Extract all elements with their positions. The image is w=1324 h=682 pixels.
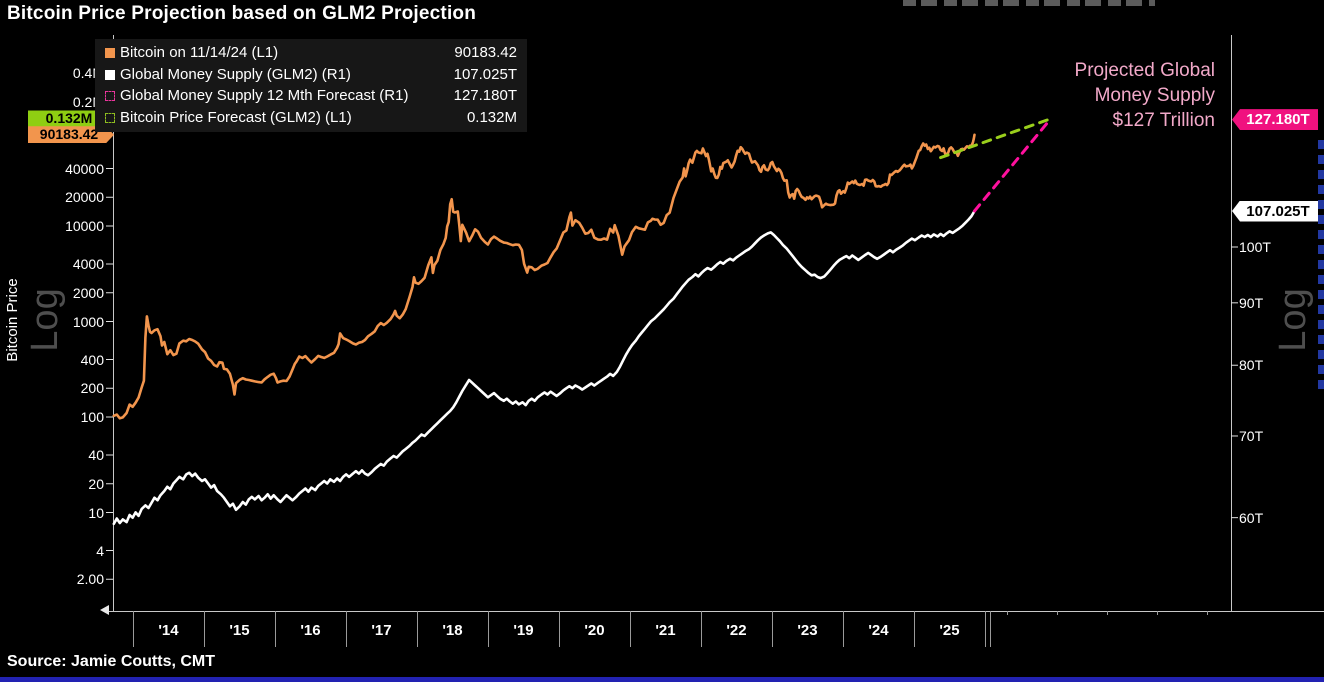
source-line: Source: Jamie Coutts, CMT <box>7 653 216 670</box>
x-axis-label: '19 <box>513 622 534 639</box>
axis-value-tag: 127.180T <box>1232 109 1318 131</box>
y-axis-label-left: 400 <box>80 351 104 368</box>
y-axis-label-right: 90T <box>1239 294 1264 311</box>
y-axis-label-left: 10 <box>88 504 104 521</box>
y-axis-label-left: 40 <box>88 447 104 463</box>
y-axis-label-left: 4 <box>96 542 104 559</box>
x-axis-label: '15 <box>229 622 250 639</box>
series-global-money-supply-12-mth-forecast-line <box>973 118 1052 213</box>
axis-value-tag: 90183.42 <box>28 126 114 143</box>
legend-item-value: 127.180T <box>453 87 517 105</box>
legend-swatch-icon <box>105 69 115 80</box>
x-axis-label: '23 <box>797 622 818 639</box>
clipped-right-text <box>1318 140 1324 390</box>
projection-annotation: Projected Global Money Supply $127 Trill… <box>1074 60 1215 131</box>
clipped-header-text <box>903 0 1155 6</box>
y-axis-label-right: 60T <box>1239 509 1264 526</box>
series-bitcoin-on-11-14-24-line <box>112 133 976 420</box>
y-axis-label-left: 2000 <box>72 284 104 301</box>
legend-item-label: Global Money Supply (GLM2) (R1) <box>120 65 351 83</box>
y-axis-label-right: 100T <box>1239 239 1271 255</box>
x-axis-label: '20 <box>584 622 605 639</box>
legend-item-label: Bitcoin on 11/14/24 (L1) <box>120 43 279 61</box>
series-bitcoin-price-forecast-glm2-line <box>939 117 1052 160</box>
y-axis-label-left: 4000 <box>72 256 104 272</box>
x-axis-label: '24 <box>868 622 889 639</box>
axis-scroll-left-icon[interactable] <box>100 605 109 615</box>
y-axis-label-left: 0.4M <box>72 65 104 81</box>
page-title: Bitcoin Price Projection based on GLM2 P… <box>7 3 477 24</box>
legend-item-label: Global Money Supply 12 Mth Forecast (R1) <box>120 87 409 105</box>
legend-item-value: 0.132M <box>466 109 517 127</box>
y-axis-label-left: 40000 <box>65 160 104 177</box>
series-global-money-supply-glm2-line <box>112 209 976 526</box>
y-axis-label-right: 70T <box>1239 427 1264 444</box>
legend-item[interactable]: Bitcoin on 11/14/24 (L1) 90183.42 <box>95 43 527 63</box>
y-axis-label-left: 0.2M <box>72 93 104 110</box>
legend-item-value: 107.025T <box>453 65 517 83</box>
legend-swatch-icon <box>105 91 115 102</box>
chart-legend: Bitcoin on 11/14/24 (L1) 90183.42 Global M… <box>95 39 527 132</box>
legend-item[interactable]: Global Money Supply 12 Mth Forecast (R1)… <box>95 86 527 106</box>
y-axis-label-left: 100 <box>80 409 104 425</box>
y-axis-label-left: 200 <box>80 380 104 397</box>
x-axis-label: '14 <box>158 622 179 639</box>
y-axis-label-left: 10000 <box>65 218 104 234</box>
legend-swatch-icon <box>105 47 115 58</box>
bottom-accent-bar <box>0 677 1324 682</box>
y-axis-label-right: 80T <box>1239 357 1264 374</box>
legend-item-value: 90183.42 <box>454 43 517 61</box>
x-axis-label: '16 <box>300 622 321 639</box>
x-axis-label: '18 <box>442 622 463 639</box>
x-axis-label: '17 <box>371 622 392 639</box>
y-axis-label-left: 20 <box>88 475 104 492</box>
axis-value-tag: 107.025T <box>1232 200 1318 222</box>
y-axis-label-left: 1000 <box>72 313 104 330</box>
axis-value-tag: 0.132M <box>28 110 114 127</box>
x-axis-label: '21 <box>655 622 676 639</box>
legend-item[interactable]: Global Money Supply (GLM2) (R1) 107.025T <box>95 65 527 85</box>
legend-swatch-icon <box>105 113 115 124</box>
y-axis-label-left: 20000 <box>65 189 104 206</box>
x-axis-label: '25 <box>939 622 960 639</box>
legend-item[interactable]: Bitcoin Price Forecast (GLM2) (L1) 0.132M <box>95 108 527 128</box>
x-axis-label: '22 <box>726 622 747 639</box>
y-axis-label-left: 2.00 <box>76 571 104 588</box>
legend-item-label: Bitcoin Price Forecast (GLM2) (L1) <box>120 109 352 127</box>
